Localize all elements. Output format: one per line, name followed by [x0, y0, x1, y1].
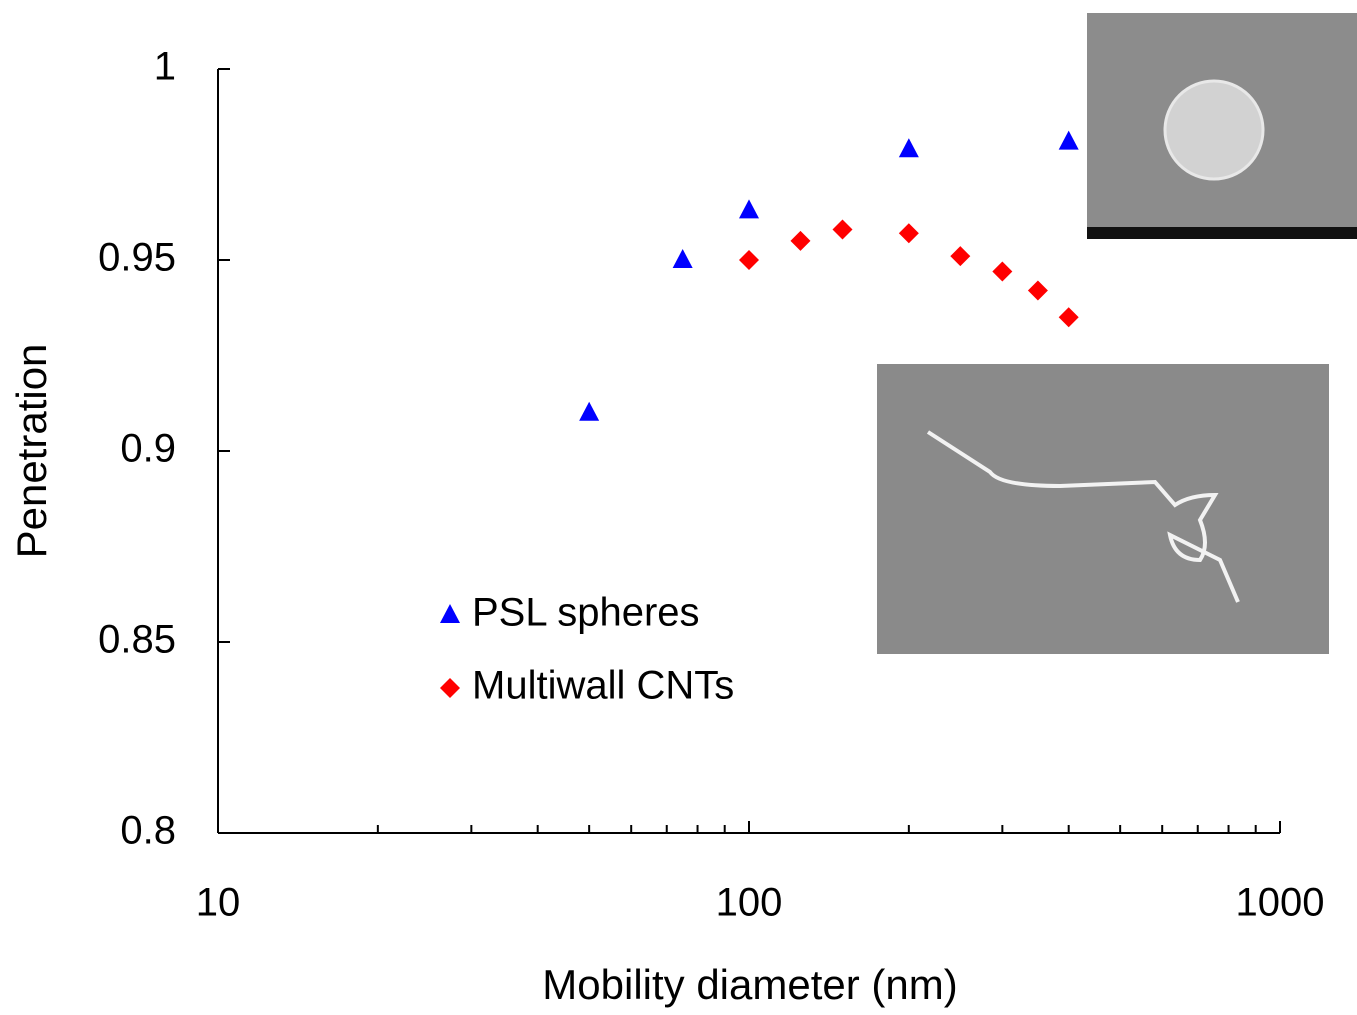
triangle-point [898, 138, 919, 158]
triangle-point [1058, 130, 1079, 150]
y-tick-label: 0.8 [120, 809, 176, 853]
triangle-point [672, 249, 693, 268]
diamond-point [790, 230, 811, 251]
x-tick-label: 1000 [1236, 881, 1325, 925]
x-tick-label: 100 [716, 881, 783, 925]
diamond-point [992, 261, 1013, 282]
y-axis-label: Penetration [8, 344, 55, 559]
y-tick-label: 0.95 [98, 236, 176, 280]
legend-label: PSL spheres [472, 591, 700, 635]
diamond-point [1058, 307, 1079, 328]
triangle-point [440, 604, 460, 623]
diamond-point [440, 678, 460, 698]
diamond-point [898, 223, 919, 244]
diamond-point [739, 250, 759, 270]
y-tick-label: 0.9 [120, 427, 176, 471]
diamond-point [950, 246, 971, 267]
triangle-point [579, 401, 600, 421]
y-tick-label: 1 [154, 45, 176, 89]
diamond-point [832, 219, 853, 240]
inset-sphere-image [1087, 13, 1357, 239]
y-tick-label: 0.85 [98, 618, 176, 662]
x-axis-label: Mobility diameter (nm) [542, 961, 957, 1008]
inset-cnt-image [877, 364, 1329, 654]
diamond-point [1027, 280, 1048, 301]
triangle-point [739, 199, 759, 219]
legend-label: Multiwall CNTs [472, 664, 734, 708]
x-tick-label: 10 [196, 881, 241, 925]
